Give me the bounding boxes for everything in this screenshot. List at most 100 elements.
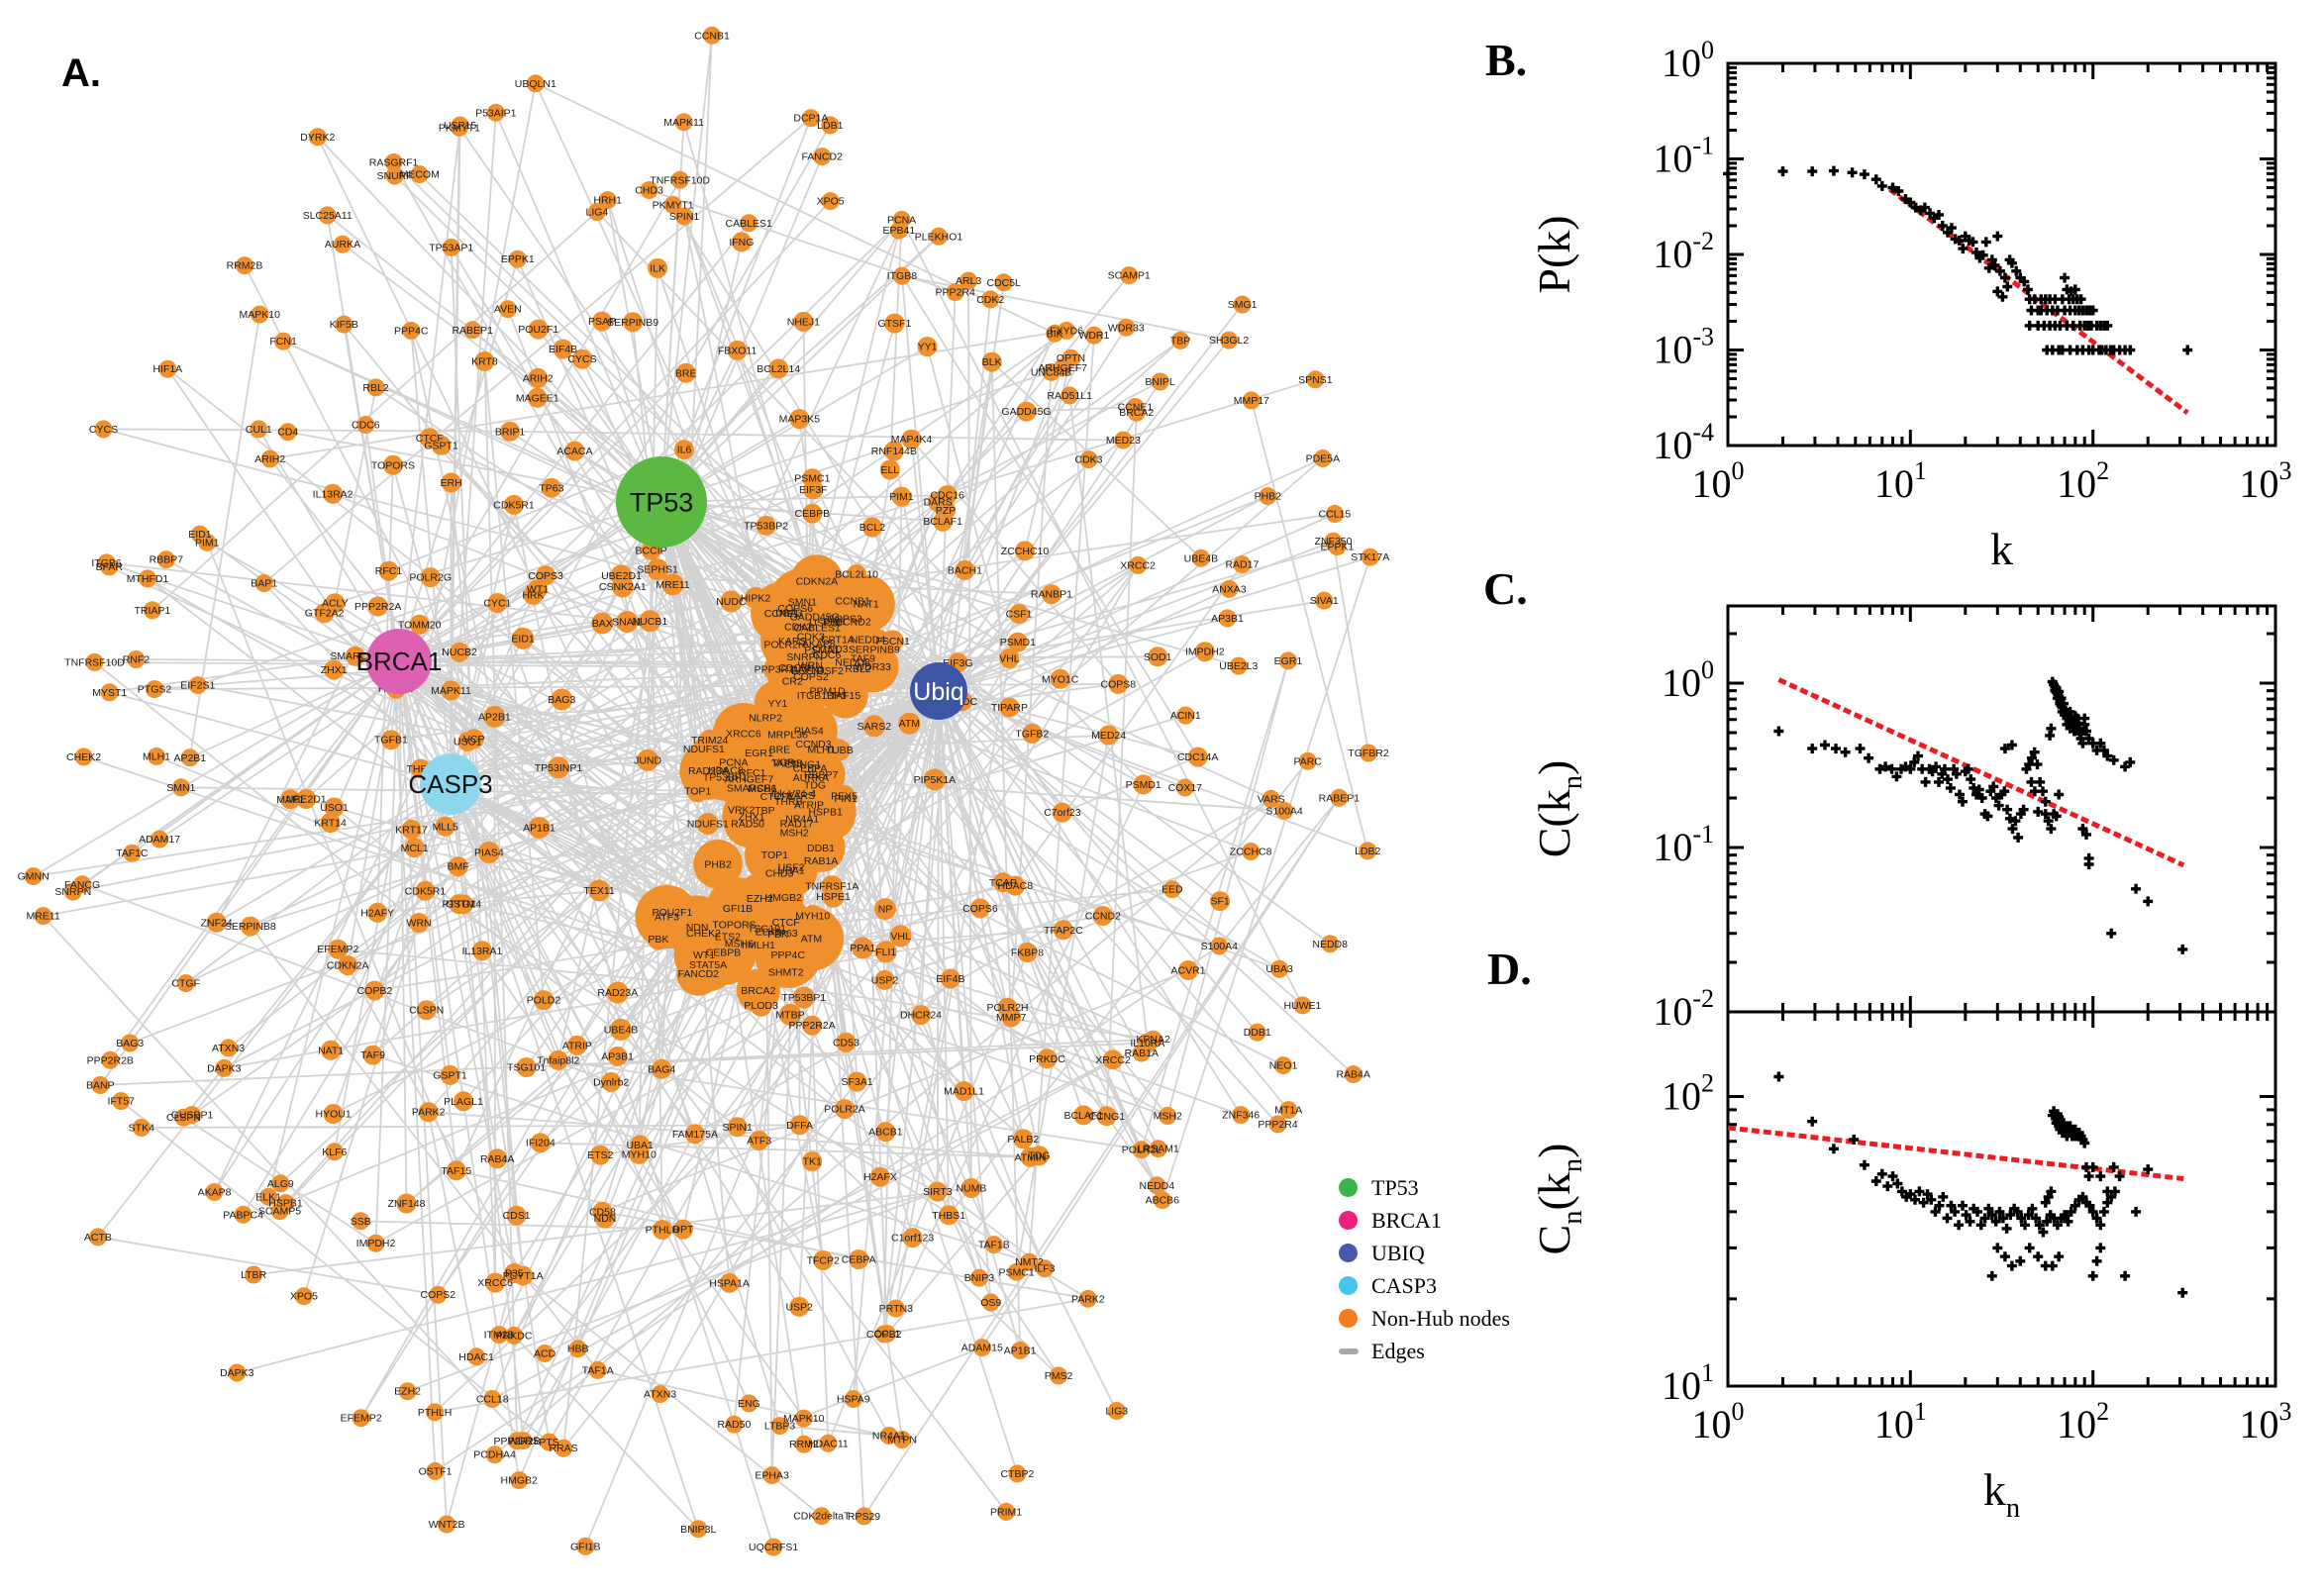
non-hub-node [1268, 1115, 1287, 1134]
node-label: EID1 [511, 633, 535, 645]
node-label: BRCA2 [1119, 407, 1154, 419]
node-label: NDN [594, 1213, 617, 1225]
node-label: CDC5L [778, 662, 813, 674]
node-label: BRCA2 [741, 985, 775, 997]
legend-item-casp3: CASP3 [1339, 1269, 1510, 1302]
non-hub-node [927, 1181, 948, 1202]
node-label: MTBP [775, 1009, 804, 1021]
non-hub-node [1344, 1065, 1363, 1084]
node-label: LIG3 [1105, 1406, 1128, 1418]
node-label: CCNB1 [694, 30, 730, 42]
node-label: MAPK10 [239, 309, 280, 321]
node-label: AURKA [325, 239, 360, 250]
node-label: ATRIP [794, 799, 824, 811]
non-hub-node [984, 1236, 1003, 1254]
node-label: SPIN1 [669, 211, 700, 223]
non-hub-node [504, 494, 524, 515]
node-label: CCL18 [476, 1394, 509, 1406]
node-label: NEDD8 [835, 657, 870, 669]
non-hub-node [1313, 449, 1332, 467]
non-hub-node [271, 1174, 290, 1193]
node-label: EZH2 [394, 1386, 421, 1398]
non-hub-node [91, 1076, 110, 1094]
node-label: POLD2 [527, 995, 561, 1007]
node-label: CDC14A [1177, 751, 1218, 763]
non-hub-node [816, 679, 839, 702]
non-hub-node [205, 1183, 224, 1201]
node-label: SOD1 [1144, 651, 1172, 663]
axis-tick-label: 10-4 [1653, 418, 1714, 467]
node-label: TAF1C [116, 848, 149, 859]
non-hub-node [1162, 880, 1181, 899]
non-hub-node [1096, 1106, 1117, 1127]
node-label: TAF15 [830, 690, 860, 702]
node-label: MAPK11 [663, 117, 704, 129]
node-label: RNF144B [871, 446, 917, 457]
non-hub-node [382, 454, 403, 475]
node-label: ADAM17 [139, 834, 180, 846]
node-label: AVEN [494, 304, 522, 316]
non-hub-node [813, 148, 832, 166]
legend-item-tp53: TP53 [1339, 1171, 1510, 1204]
node-label: TNFRSF1A [805, 881, 858, 893]
non-hub-node [1315, 591, 1334, 610]
node-label: Igk-V21-4 [771, 788, 817, 800]
node-label: EPPK1 [1320, 542, 1354, 553]
node-label: CCNG1 [784, 758, 821, 770]
non-hub-node [999, 697, 1020, 718]
node-label: UBA3 [775, 608, 803, 620]
node-label: CCND3 [795, 739, 831, 750]
node-label: USF2 [778, 861, 805, 873]
non-hub-node [176, 974, 195, 993]
axis-tick-label: 102 [1662, 1068, 1714, 1118]
node-label: ATF3 [747, 1136, 771, 1147]
non-hub-node [652, 1220, 672, 1240]
non-hub-node [595, 1208, 615, 1229]
non-hub-node [740, 1394, 758, 1413]
node-label: HSPA9 [837, 1394, 870, 1406]
node-label: ELL [880, 464, 899, 476]
node-label: FAM175A [672, 1129, 718, 1141]
non-hub-node [1171, 331, 1190, 349]
node-label: TP53BP2 [744, 520, 788, 532]
non-hub-node [879, 1427, 898, 1445]
non-hub-node [1050, 668, 1070, 689]
non-hub-node [485, 1272, 506, 1293]
node-label: TAF9 [851, 652, 875, 664]
hub-node-brca1 [366, 629, 432, 694]
node-label: NUMB [956, 1183, 986, 1195]
non-hub-node [426, 1461, 445, 1480]
non-hub-node [548, 756, 569, 779]
node-label: ZHX1 [739, 811, 765, 823]
axis-ticks [1726, 1012, 2277, 1388]
non-hub-node [862, 715, 885, 738]
node-label: MED24 [1091, 730, 1126, 742]
non-hub-node [1360, 744, 1377, 762]
node-label: PTGS2 [138, 684, 172, 696]
node-label: KLF6 [322, 1147, 347, 1158]
node-label: CD4 [277, 427, 298, 439]
node-label: BMF [448, 861, 469, 873]
node-label: COPB2 [357, 985, 393, 997]
non-hub-node [939, 1205, 960, 1226]
non-hub-node [730, 798, 753, 821]
non-hub-node [356, 416, 375, 434]
node-label: PALB2 [1007, 1134, 1039, 1146]
node-label: NEO1 [1269, 1060, 1298, 1072]
non-hub-node [260, 449, 279, 468]
non-hub-node [852, 937, 874, 959]
node-label: CTCF [772, 917, 800, 929]
node-label: ZNF346 [1222, 1110, 1260, 1122]
node-label: PPP2R2A [788, 1020, 835, 1032]
non-hub-node [441, 680, 461, 701]
legend-node-swatch [1339, 1211, 1358, 1230]
non-hub-node [693, 840, 743, 889]
non-hub-node [879, 459, 900, 480]
node-label: DAPK3 [207, 1062, 242, 1074]
non-hub-node [874, 941, 897, 963]
node-label: GSTM4 [446, 899, 481, 911]
node-label: MCL1 [401, 843, 429, 854]
non-hub-node [762, 1466, 781, 1485]
non-hub-node [960, 1178, 981, 1198]
node-label: AP1B1 [1004, 1345, 1037, 1356]
